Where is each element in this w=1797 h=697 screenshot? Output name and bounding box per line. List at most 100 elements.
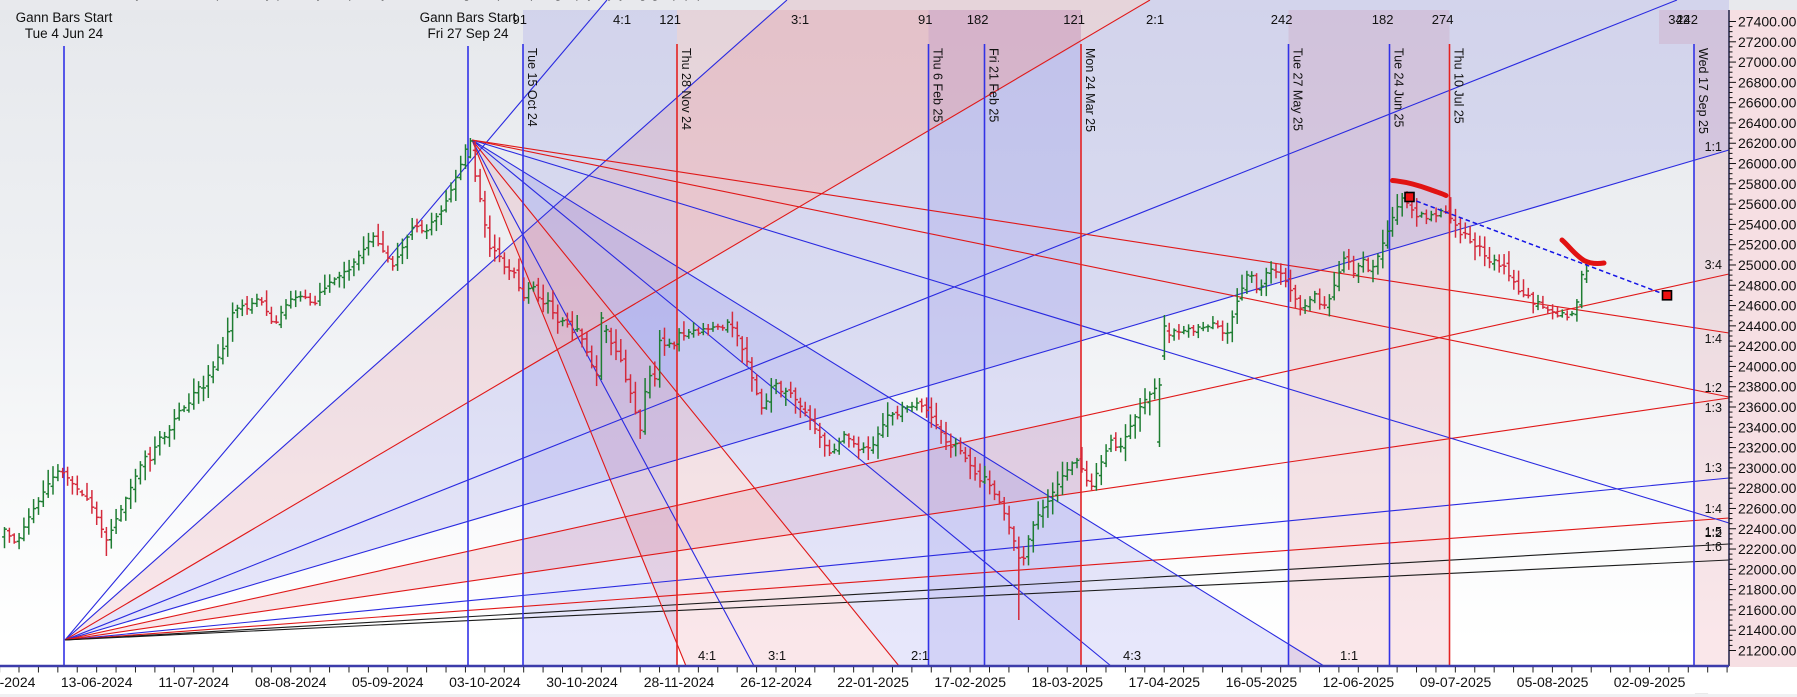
price-axis-label: 21200.00 — [1738, 642, 1797, 658]
ohlc-bar — [652, 361, 658, 387]
price-axis-label: 23200.00 — [1738, 440, 1797, 456]
ohlc-bar — [303, 289, 308, 300]
ohlc-bar — [1428, 210, 1434, 222]
ohlc-bar — [1060, 461, 1065, 496]
price-axis-label: 23600.00 — [1738, 399, 1797, 415]
gann-fan-line-B-1:3[interactable] — [471, 139, 1730, 398]
ohlc-bar — [492, 234, 498, 262]
ohlc-bar — [239, 299, 245, 317]
gann-fan-line-A-3:1[interactable] — [64, 0, 788, 641]
gann-fan-line-B-1:1[interactable] — [471, 139, 1325, 667]
ohlc-bar — [186, 393, 192, 413]
ohlc-bar — [162, 431, 167, 445]
fan-ratio-label-right: 1:1 — [1705, 140, 1722, 154]
ohlc-bar — [50, 466, 56, 495]
ohlc-bar — [390, 256, 396, 271]
ohlc-bar — [521, 277, 527, 302]
fan-ratio-label-right: 1:6 — [1705, 540, 1722, 554]
ohlc-bar — [21, 517, 27, 542]
ohlc-bar — [1074, 457, 1080, 469]
gann-fan-line-A-1:4[interactable] — [64, 517, 1730, 641]
gann-fan-line-B-4:3[interactable] — [471, 139, 1112, 667]
ohlc-bar — [696, 327, 701, 336]
date-axis-label: 03-10-2024 — [449, 674, 521, 690]
ohlc-bar — [400, 238, 405, 265]
gann-fan-line-B-4:1[interactable] — [471, 139, 687, 667]
ohlc-bar — [506, 259, 512, 280]
gann-fan-line-B-1:4[interactable] — [471, 139, 1730, 334]
cycle-line-label: Mon 24 Mar 25 — [1083, 48, 1097, 132]
ohlc-bar — [851, 435, 857, 448]
date-axis-label: 11-07-2024 — [158, 674, 229, 690]
ohlc-bar — [647, 365, 653, 399]
ohlc-bar — [1229, 310, 1235, 343]
ohlc-bar — [273, 315, 279, 324]
ohlc-bar — [628, 374, 633, 404]
hand-drawn-stroke-1[interactable] — [1390, 178, 1449, 198]
gann-fan-line-A-3:4[interactable] — [64, 273, 1730, 641]
date-axis-label: 18-03-2025 — [1031, 674, 1103, 690]
ohlc-bar — [890, 412, 895, 426]
ohlc-bar — [914, 397, 920, 411]
ohlc-bar — [1162, 315, 1167, 360]
ohlc-bar — [1016, 536, 1022, 621]
fan-ratio-label-bottom: 4:1 — [698, 648, 716, 663]
hand-drawn-stroke-2[interactable] — [1559, 237, 1607, 267]
price-axis-label: 26400.00 — [1738, 115, 1797, 131]
ohlc-bar — [875, 426, 881, 459]
cycle-line-label: Tue 24 Jun 25 — [1392, 48, 1406, 128]
ohlc-bar — [1458, 217, 1463, 244]
ohlc-bar — [264, 290, 269, 316]
ohlc-bar — [196, 381, 201, 404]
ohlc-bar — [205, 365, 211, 398]
ohlc-bar — [1545, 306, 1551, 315]
ohlc-bar — [123, 496, 129, 521]
ohlc-bar — [1297, 295, 1303, 316]
ohlc-bar — [1419, 211, 1424, 218]
gann-fan-line-A-1:1[interactable] — [64, 149, 1730, 641]
ohlc-bar — [147, 446, 153, 472]
ohlc-bar — [1132, 414, 1138, 439]
drawn-trendline[interactable] — [1409, 197, 1668, 297]
ohlc-bar — [113, 508, 119, 534]
ohlc-bar — [1341, 251, 1347, 273]
fan-ratio-label-right: 1:3 — [1705, 401, 1722, 415]
trendline-handle[interactable] — [1404, 191, 1415, 203]
ohlc-bar — [1098, 455, 1104, 486]
ohlc-bar — [1210, 316, 1216, 330]
gann-fan-line-A-1:3[interactable] — [64, 477, 1730, 641]
cycle-line-label: Thu 10 Jul 25 — [1452, 48, 1466, 124]
ohlc-bar — [327, 274, 333, 293]
ohlc-bar — [1220, 320, 1225, 341]
gann-bars-start-date: Fri 27 Sep 24 — [427, 26, 509, 41]
ohlc-bar — [1200, 321, 1206, 332]
gann-fan-line-A-4:1[interactable] — [64, 0, 608, 641]
ohlc-bar — [1516, 270, 1521, 295]
gann-fan-line-B-2:1[interactable] — [471, 139, 900, 667]
ohlc-bar — [1506, 251, 1512, 282]
ohlc-bar — [1496, 254, 1502, 273]
gann-fill-band-28nov-24mar-clipped — [677, 10, 1081, 279]
price-axis-label: 24800.00 — [1738, 277, 1797, 293]
price-axis-label: 27200.00 — [1738, 34, 1797, 50]
ohlc-bar — [259, 297, 265, 306]
ohlc-bar — [967, 448, 973, 480]
ohlc-bar — [1317, 288, 1323, 310]
gann-fan-line-A-4:3[interactable] — [64, 0, 1678, 641]
gann-fan-line-B-1:2[interactable] — [471, 139, 1730, 524]
ohlc-bar — [298, 291, 303, 302]
ohlc-bar — [366, 232, 371, 256]
ohlc-bar — [1482, 236, 1488, 267]
ohlc-bar — [987, 470, 993, 495]
ohlc-bar — [1244, 270, 1250, 294]
ohlc-bar — [157, 431, 163, 456]
gann-fan-line-A-2:1[interactable] — [64, 0, 1151, 641]
trendline-handle[interactable] — [1661, 289, 1673, 301]
gann-fan-line-A-aux-1[interactable] — [64, 543, 1730, 641]
ohlc-bar — [191, 378, 197, 410]
gann-fan-line-A-aux-2[interactable] — [64, 559, 1730, 641]
gann-fan-line-B-3:1[interactable] — [471, 139, 755, 667]
ohlc-bar — [1176, 324, 1182, 340]
